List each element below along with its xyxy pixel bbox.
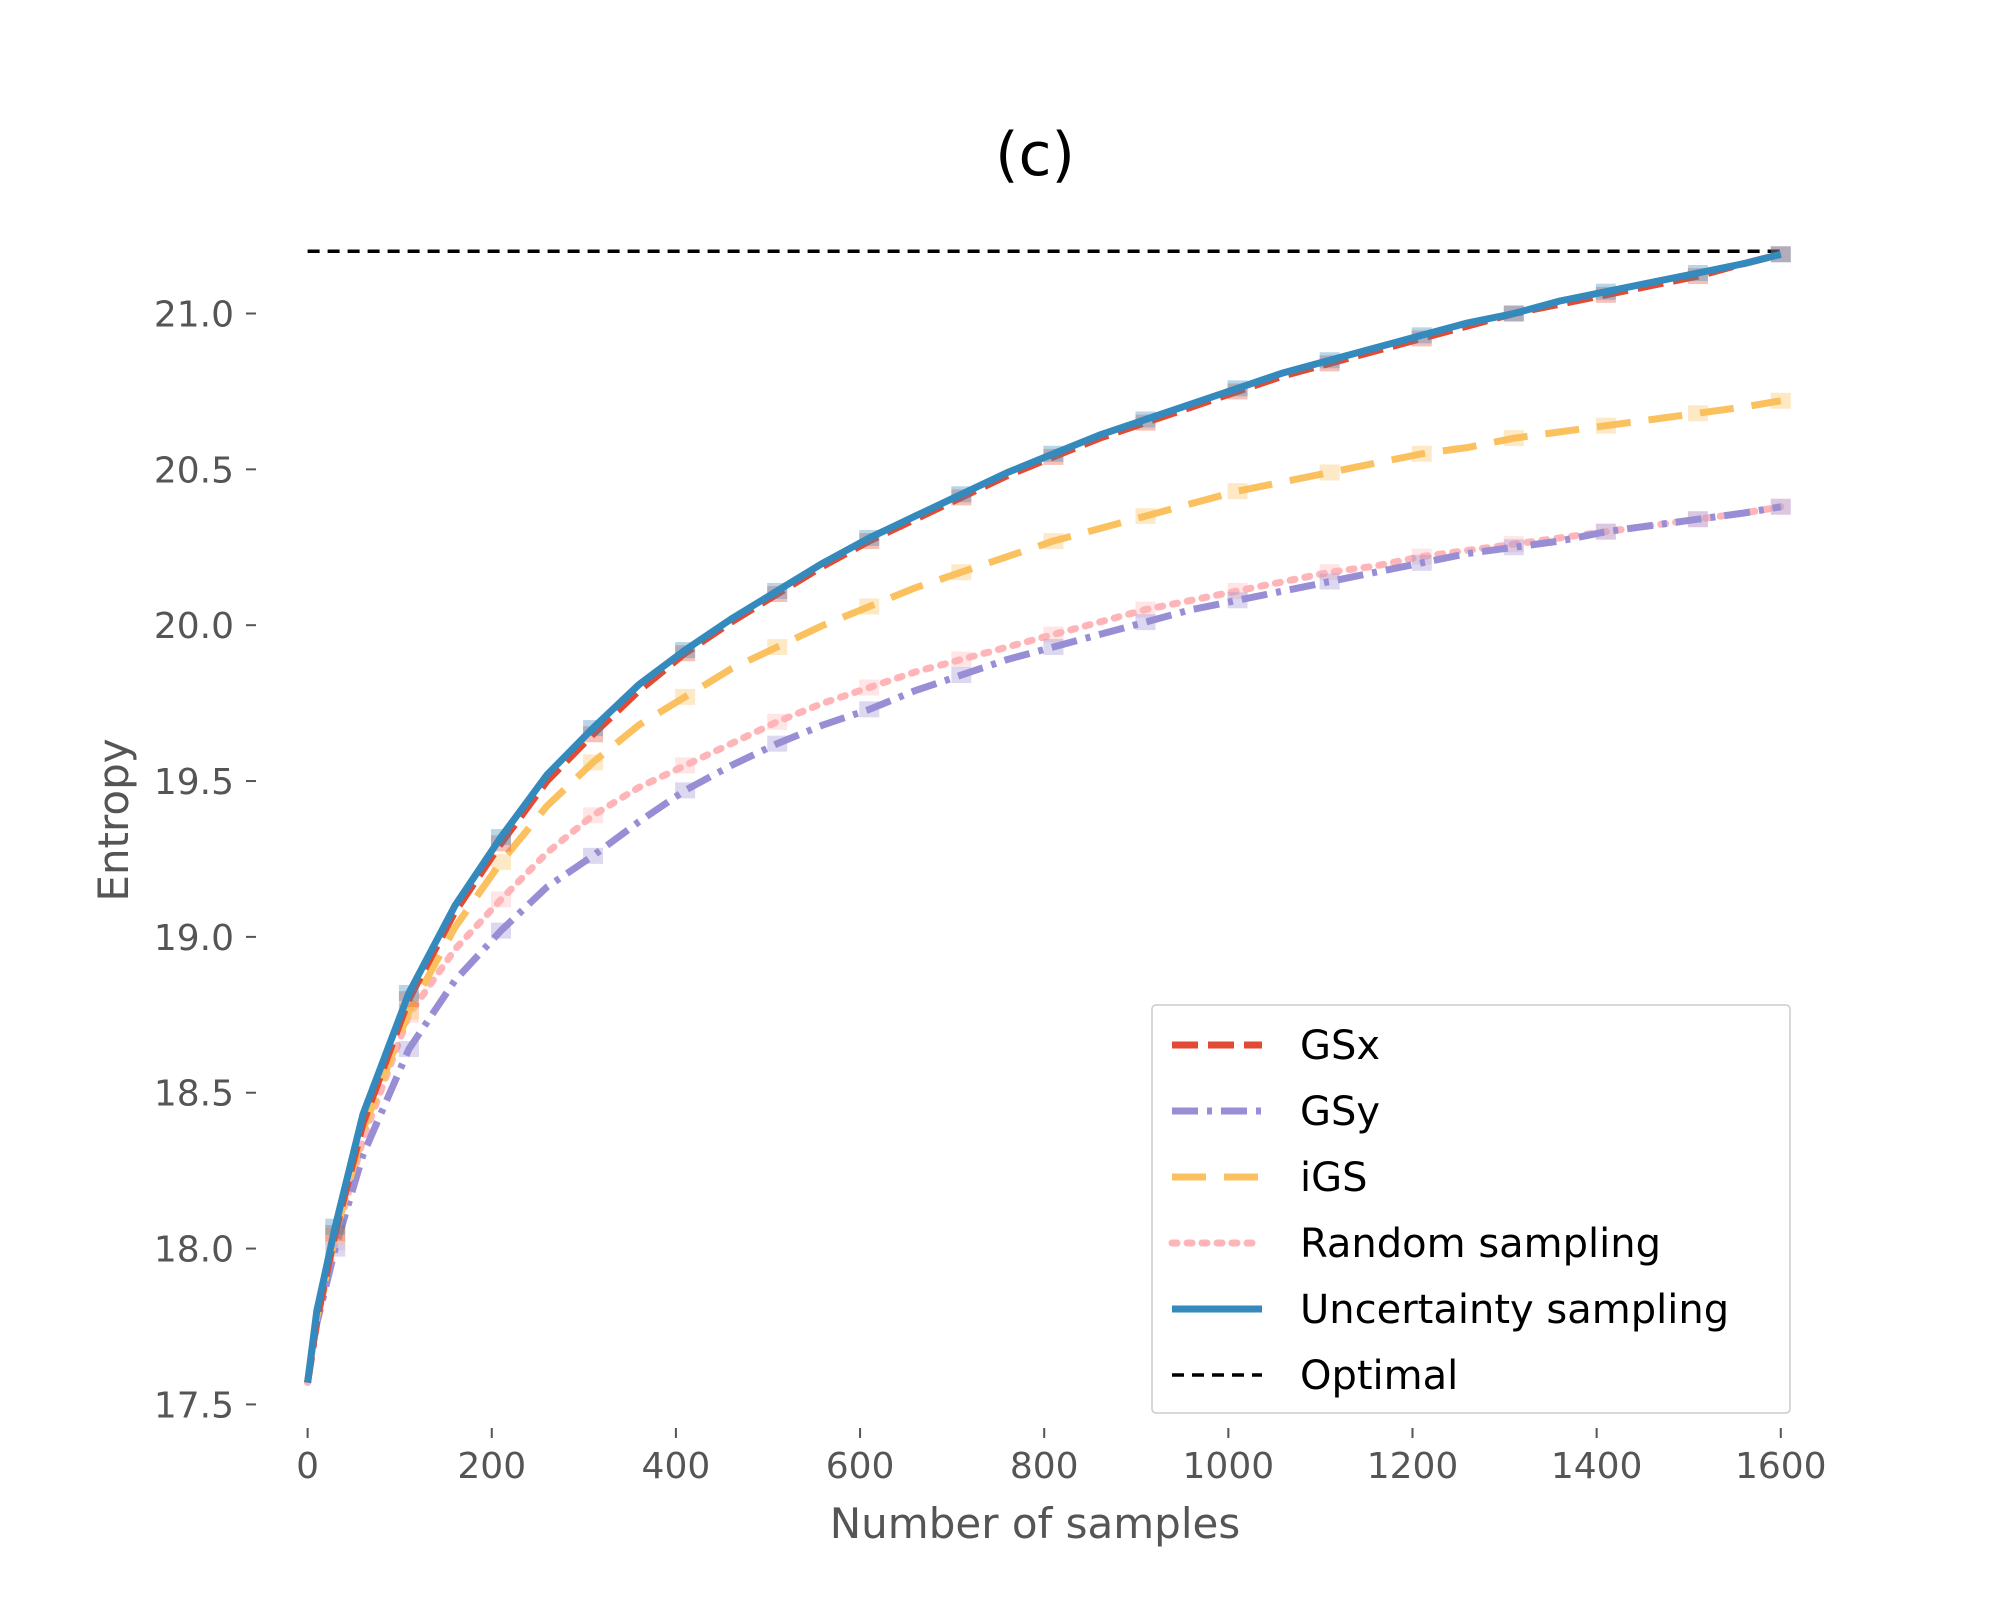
y-tick-label: 18.5 xyxy=(154,1074,234,1115)
legend-label-random-sampling: Random sampling xyxy=(1300,1221,1661,1267)
error-bar-uncertainty-sampling xyxy=(490,829,511,846)
error-bar-gsy xyxy=(1595,523,1616,540)
error-bar-uncertainty-sampling xyxy=(1770,246,1791,263)
error-bar-random-sampling xyxy=(951,651,972,668)
error-bar-igs xyxy=(1687,405,1708,422)
error-bar-uncertainty-sampling xyxy=(1227,380,1248,397)
error-bar-gsy xyxy=(859,701,880,718)
error-bar-uncertainty-sampling xyxy=(1135,411,1156,428)
error-bar-igs xyxy=(1319,464,1340,481)
error-bar-igs xyxy=(1411,445,1432,462)
legend-label-optimal: Optimal xyxy=(1300,1353,1458,1399)
x-tick-label: 800 xyxy=(1010,1446,1079,1487)
x-tick-label: 200 xyxy=(457,1446,526,1487)
error-bar-gsy xyxy=(1687,511,1708,528)
y-axis-label: Entropy xyxy=(89,738,138,901)
error-bar-random-sampling xyxy=(1043,626,1064,643)
error-bar-uncertainty-sampling xyxy=(1503,305,1524,322)
error-bar-igs xyxy=(490,854,511,871)
x-axis-label: Number of samples xyxy=(830,1499,1240,1548)
error-bar-gsy xyxy=(490,922,511,939)
error-bar-igs xyxy=(1227,483,1248,500)
error-bar-gsy xyxy=(1135,614,1156,631)
error-bar-igs xyxy=(1043,533,1064,550)
error-bar-gsy xyxy=(583,847,604,864)
x-tick-label: 1600 xyxy=(1735,1446,1827,1487)
error-bar-uncertainty-sampling xyxy=(767,582,788,599)
error-bar-gsy xyxy=(675,782,696,799)
error-bar-uncertainty-sampling xyxy=(1687,264,1708,281)
error-bar-gsy xyxy=(1043,639,1064,656)
error-bar-gsy xyxy=(1770,498,1791,515)
x-tick-label: 0 xyxy=(296,1446,319,1487)
y-tick-label: 21.0 xyxy=(154,295,234,336)
error-bar-random-sampling xyxy=(1135,601,1156,618)
legend-label-igs: iGS xyxy=(1300,1155,1368,1201)
error-bar-igs xyxy=(1770,392,1791,409)
plot-area xyxy=(304,246,1791,1387)
legend-label-gsy: GSy xyxy=(1300,1089,1380,1135)
error-bar-random-sampling xyxy=(490,891,511,908)
x-tick-label: 1400 xyxy=(1551,1446,1643,1487)
legend-frame xyxy=(1151,1004,1791,1414)
error-bar-igs xyxy=(1503,430,1524,447)
error-bar-random-sampling xyxy=(859,679,880,696)
error-bar-random-sampling xyxy=(767,713,788,730)
error-bar-igs xyxy=(675,688,696,705)
error-bar-uncertainty-sampling xyxy=(1043,445,1064,462)
legend-label-gsx: GSx xyxy=(1300,1023,1380,1069)
error-bar-gsy xyxy=(1227,592,1248,609)
chart-title: (c) xyxy=(995,120,1075,190)
y-tick-label: 20.0 xyxy=(154,606,234,647)
y-tick-label: 18.0 xyxy=(154,1230,234,1271)
error-bar-uncertainty-sampling xyxy=(1319,352,1340,369)
error-bar-igs xyxy=(859,598,880,615)
error-bar-gsy xyxy=(1503,539,1524,556)
error-bar-uncertainty-sampling xyxy=(325,1218,346,1235)
series-line-random-sampling xyxy=(304,503,1785,1387)
error-bar-uncertainty-sampling xyxy=(859,529,880,546)
y-tick-label: 19.0 xyxy=(154,918,234,959)
error-bar-igs xyxy=(951,564,972,581)
x-tick-label: 1000 xyxy=(1183,1446,1275,1487)
x-tick-label: 400 xyxy=(642,1446,711,1487)
error-bar-igs xyxy=(583,754,604,771)
error-bar-igs xyxy=(1135,508,1156,525)
error-bar-gsy xyxy=(1411,554,1432,571)
error-bar-gsy xyxy=(767,735,788,752)
error-bar-uncertainty-sampling xyxy=(583,720,604,737)
error-bar-uncertainty-sampling xyxy=(675,642,696,659)
error-bar-random-sampling xyxy=(675,757,696,774)
error-bar-igs xyxy=(1595,417,1616,434)
series-line-gsy xyxy=(304,503,1782,1384)
x-tick-label: 600 xyxy=(826,1446,895,1487)
legend-items: GSx GSy iGS Random sampling Uncertainty samp… xyxy=(1168,1023,1729,1399)
error-bar-gsy xyxy=(398,1041,419,1058)
error-bar-random-sampling xyxy=(1411,548,1432,565)
legend: GSx GSy iGS Random sampling Uncertainty samp… xyxy=(1151,1004,1791,1414)
x-axis-ticks: 0 200 400 600 800 1000 1200 1400 1600 xyxy=(296,1428,1827,1487)
y-tick-label: 19.5 xyxy=(154,762,234,803)
error-bar-gsy xyxy=(1319,573,1340,590)
error-bar-uncertainty-sampling xyxy=(1595,283,1616,300)
error-bar-random-sampling xyxy=(583,807,604,824)
y-tick-label: 17.5 xyxy=(154,1385,234,1426)
error-bar-random-sampling xyxy=(1227,582,1248,599)
series-line-igs xyxy=(304,397,1782,1384)
legend-label-uncertainty-sampling: Uncertainty sampling xyxy=(1300,1287,1729,1333)
error-bar-random-sampling xyxy=(1319,564,1340,581)
error-bar-uncertainty-sampling xyxy=(951,486,972,503)
series-line-uncertainty-sampling xyxy=(304,250,1782,1384)
y-axis-ticks: 17.5 18.0 18.5 19.0 19.5 20.0 20.5 21.0 xyxy=(154,295,256,1426)
error-bar-uncertainty-sampling xyxy=(398,984,419,1001)
error-bar-igs xyxy=(767,639,788,656)
error-bar-gsy xyxy=(951,667,972,684)
x-tick-label: 1200 xyxy=(1367,1446,1459,1487)
y-tick-label: 20.5 xyxy=(154,450,234,491)
error-bar-uncertainty-sampling xyxy=(1411,327,1432,344)
